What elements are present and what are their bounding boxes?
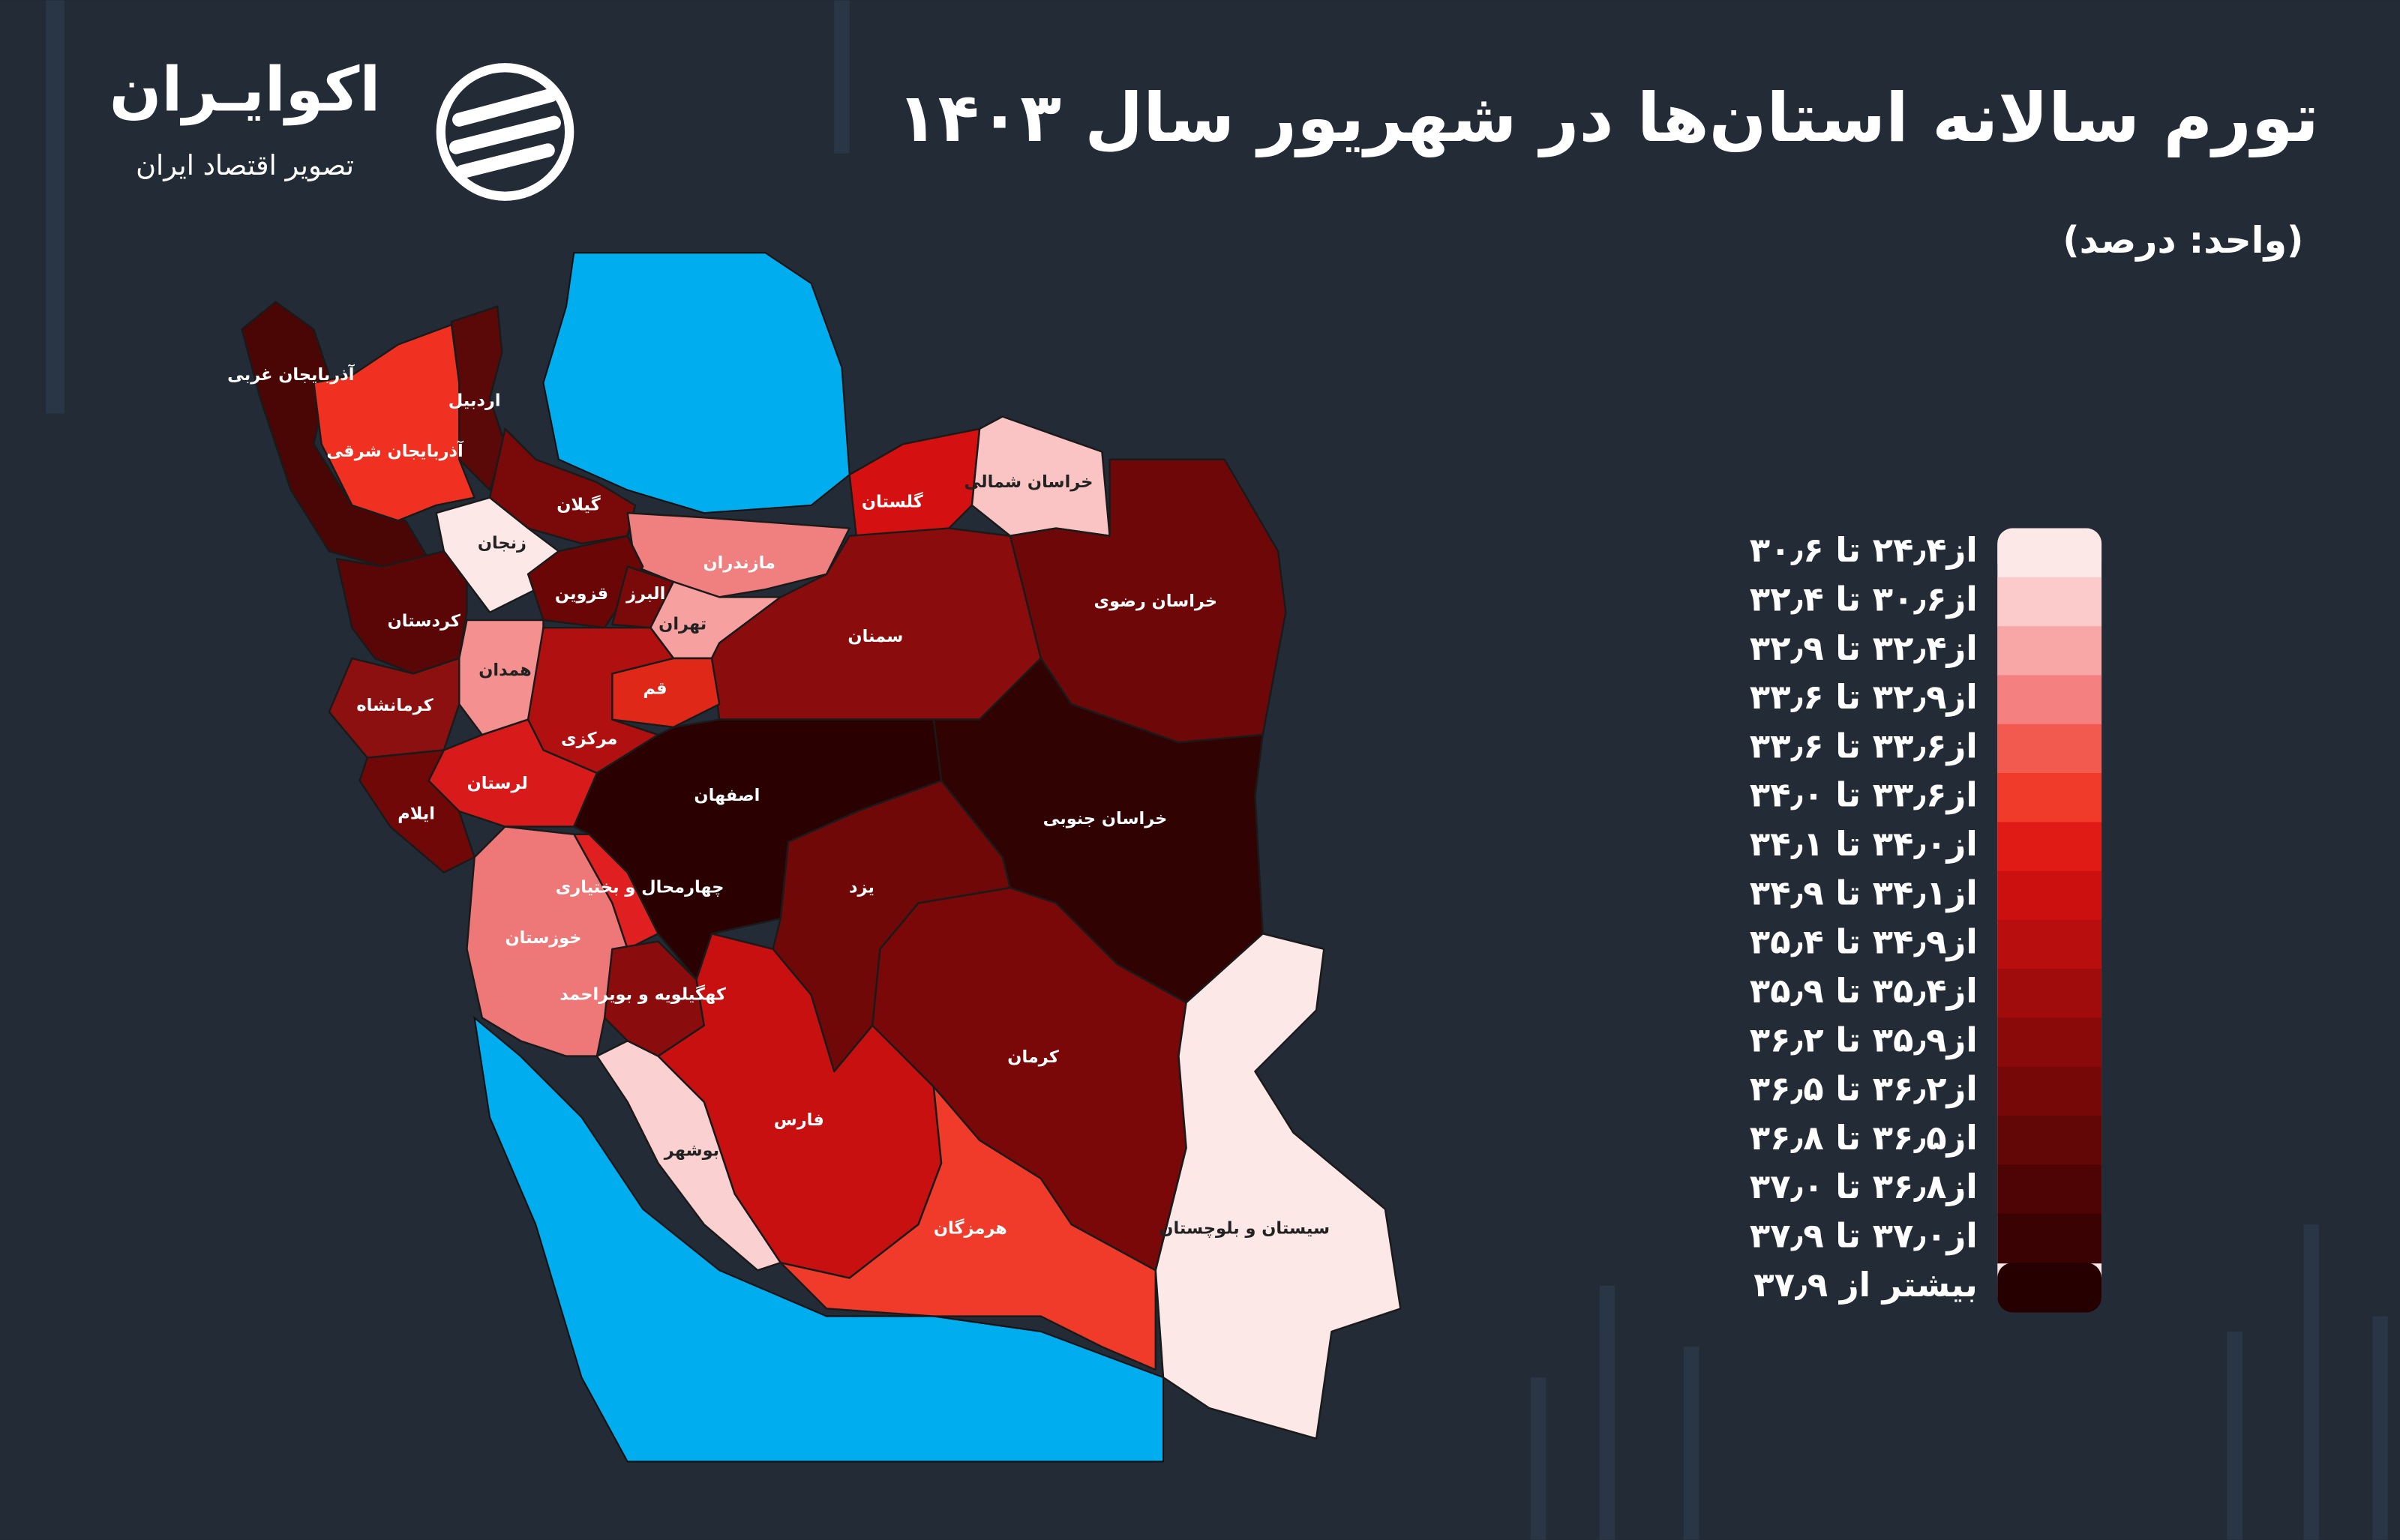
province-label: فارس: [774, 1110, 824, 1130]
legend-swatch: [1997, 1213, 2102, 1264]
caspian-sea: [542, 252, 850, 514]
legend-label: از۳۲٫۹ تا ۳۳٫۶: [1750, 677, 1978, 717]
legend-swatch: [1997, 773, 2102, 823]
province-label: مازندران: [704, 553, 776, 573]
province-label: تهران: [658, 615, 706, 634]
title: تورم سالانه استان‌ها در شهریور سال ۱۴۰۳: [897, 79, 2319, 157]
legend-label: از۳۰٫۶ تا ۳۲٫۴: [1750, 580, 1978, 619]
map: آذربایجان غربی اردبیل آذربایجان شرقی گیلان ز…: [227, 252, 1402, 1463]
legend-label: از۳۷٫۰ تا ۳۷٫۹: [1750, 1215, 1978, 1255]
legend-swatch: [1997, 969, 2102, 1019]
legend-label: از۳۳٫۶ تا ۳۳٫۶: [1750, 726, 1978, 766]
province-label: آذربایجان غربی: [227, 364, 356, 385]
legend-label: بیشتر از ۳۷٫۹: [1754, 1265, 1977, 1305]
province-label: مرکزی: [561, 730, 617, 749]
province-label: گلستان: [862, 491, 924, 511]
province: [1154, 933, 1402, 1440]
decor-bars: [46, 0, 2388, 1540]
province-label: هرمزگان: [934, 1218, 1007, 1239]
legend-swatch: [1997, 1263, 2102, 1313]
legend-swatch: [1997, 577, 2102, 628]
logo-icon: [436, 63, 574, 201]
province-label: خوزستان: [506, 928, 582, 948]
province: [779, 1086, 1157, 1371]
legend-label: از۳۶٫۲ تا ۳۶٫۵: [1750, 1069, 1978, 1109]
province-label: قم: [643, 679, 667, 698]
legend-label: از۳۳٫۶ تا ۳۴٫۰: [1750, 775, 1978, 815]
subtitle: (واحد: درصد): [2062, 219, 2303, 262]
province-label: خراسان رضوی: [1094, 592, 1218, 611]
province-label: اصفهان: [694, 786, 760, 805]
legend-swatch: [1997, 724, 2102, 774]
legend-swatch: [1997, 1164, 2102, 1215]
legend-swatch: [1997, 822, 2102, 872]
province: [241, 301, 430, 568]
province-label: گیلان: [556, 494, 601, 514]
province-label: خراسان شمالی: [964, 472, 1093, 492]
logo-name: اکوایـران: [110, 54, 381, 125]
legend-label: از۲۴٫۴ تا ۳۰٫۶: [1750, 530, 1978, 570]
province-label: ایلام: [398, 804, 435, 824]
legend-swatch: [1997, 920, 2102, 970]
province-label: البرز: [626, 584, 665, 604]
legend-label: از۳۶٫۸ تا ۳۷٫۰: [1750, 1167, 1978, 1206]
legend-label: از۳۴٫۹ تا ۳۵٫۴: [1750, 922, 1978, 962]
province-label: همدان: [478, 661, 531, 680]
legend-label: از۳۵٫۴ تا ۳۵٫۹: [1750, 971, 1978, 1011]
province-label: لرستان: [467, 774, 528, 793]
legend-swatch: [1997, 528, 2102, 578]
province-label: یزد: [849, 878, 874, 897]
province-label: خراسان جنوبی: [1043, 809, 1168, 828]
province-label: بوشهر: [664, 1141, 719, 1161]
legend-label: از۳۲٫۴ تا ۳۲٫۹: [1750, 628, 1978, 668]
province-label: آذربایجان شرقی: [326, 440, 464, 461]
legend-label: از۳۶٫۵ تا ۳۶٫۸: [1750, 1118, 1978, 1158]
province-label: زنجان: [478, 533, 526, 553]
province-label: سمنان: [848, 627, 903, 646]
legend-swatch: [1997, 1066, 2102, 1117]
legend-label: از۳۴٫۱ تا ۳۴٫۹: [1750, 873, 1978, 912]
logo-icon-stripes: [448, 88, 561, 179]
legend-swatch: [1997, 626, 2102, 676]
province-label: کردستان: [388, 612, 461, 631]
province-label: کرمانشاه: [356, 696, 434, 715]
province: [466, 825, 628, 1057]
legend: از۲۴٫۴ تا ۳۰٫۶ از۳۰٫۶ تا ۳۲٫۴ از۳۲٫۴ تا ۳۲…: [1750, 528, 2102, 1313]
legend-swatch: [1997, 1017, 2102, 1068]
legend-swatch: [1997, 1116, 2102, 1166]
province: [313, 323, 476, 522]
province: [626, 511, 850, 598]
persian-gulf: [473, 1016, 1165, 1463]
logo: اکوایـران تصویر اقتصاد ایران: [110, 54, 574, 201]
legend-swatch: [1997, 870, 2102, 921]
province-label: قزوین: [555, 584, 608, 604]
province-label: سیستان و بلوچستان: [1159, 1219, 1330, 1239]
legend-label: از۳۵٫۹ تا ۳۶٫۲: [1750, 1020, 1978, 1059]
province-label: کرمان: [1007, 1047, 1059, 1067]
province-label: چهارمحال و بختیاری: [556, 878, 724, 897]
legend-swatch: [1997, 675, 2102, 725]
logo-tagline: تصویر اقتصاد ایران: [136, 149, 354, 181]
legend-label: از۳۴٫۰ تا ۳۴٫۱: [1750, 824, 1978, 864]
province-label: اردبیل: [448, 391, 501, 411]
province-label: کهگیلویه و بویراحمد: [560, 984, 727, 1005]
province: [573, 718, 943, 981]
